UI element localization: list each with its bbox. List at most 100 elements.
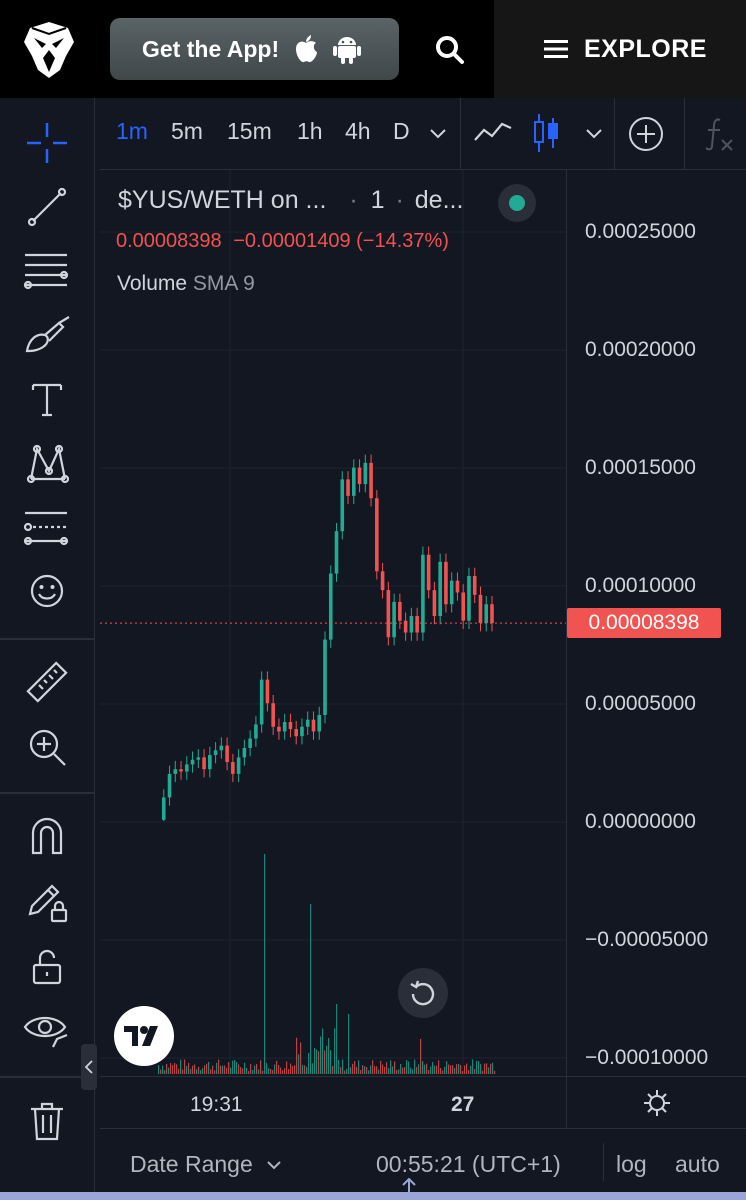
candle-body [271,703,275,727]
candlestick-icon[interactable] [532,112,560,159]
candle-body [196,757,201,760]
candle-body [386,590,391,638]
candle-body [202,757,206,770]
timeframe-d[interactable]: D [393,118,410,144]
trash-icon[interactable] [20,1094,74,1148]
price-axis[interactable]: 0.00025000 0.00020000 0.00015000 0.00010… [566,170,746,1076]
pattern-icon[interactable] [20,436,74,490]
volume-bar [306,1066,308,1074]
volume-bar [380,1060,382,1074]
tradingview-logo-icon[interactable] [114,1006,174,1066]
timeframe-bar: 1m 5m 15m 1h 4h D [100,98,746,170]
time-tick-label: 27 [451,1093,475,1116]
brush-icon[interactable] [20,308,74,362]
volume-bar [486,1063,488,1074]
volume-bar [176,1064,178,1074]
lock-drawings-icon[interactable] [20,874,74,928]
volume-bar [428,1069,430,1074]
legend-separator: · [349,186,358,214]
candle-body [225,745,229,763]
timeframe-5m[interactable]: 5m [171,118,203,144]
candle-body [242,747,247,758]
reset-chart-button[interactable] [398,968,448,1018]
candle-body [190,759,195,765]
candle-body [334,531,339,574]
chart-canvas[interactable] [100,170,566,1076]
volume-bar [172,1065,174,1074]
price-tick-label: 0.00025000 [585,220,696,243]
volume-bar [420,1039,422,1074]
magnet-icon[interactable] [20,808,74,862]
price-tick-label: 0.00000000 [585,810,696,833]
volume-bar [250,1063,252,1074]
timeframe-1h[interactable]: 1h [297,118,323,144]
volume-bar [222,1065,224,1074]
time-axis[interactable]: 19:31 27 [100,1076,566,1128]
crosshair-icon[interactable] [20,116,74,170]
trend-line-icon[interactable] [20,180,74,234]
price-tick-label: 0.00010000 [585,574,696,597]
volume-bar [398,1069,400,1074]
candle-body [398,601,402,621]
emoji-icon[interactable] [20,564,74,618]
explore-button[interactable]: EXPLORE [494,0,746,98]
top-bar: Get the App! [0,0,746,98]
forecast-icon[interactable] [20,500,74,554]
get-app-button[interactable]: Get the App! [110,18,399,80]
auto-scale-toggle[interactable]: auto [675,1151,720,1177]
volume-bar [434,1065,436,1074]
search-icon[interactable] [434,34,466,66]
volume-bar [200,1070,202,1074]
log-scale-toggle[interactable]: log [616,1151,647,1177]
text-tool-icon[interactable] [20,372,74,426]
candle-body [375,498,379,572]
timeframe-4h[interactable]: 4h [345,118,371,144]
volume-bar [248,1070,250,1074]
volume-bar [268,1068,270,1074]
zoom-in-icon[interactable] [20,720,74,774]
volume-bar [214,1070,216,1074]
market-status-dot[interactable] [498,184,536,222]
line-chart-icon[interactable] [474,118,512,153]
volume-bar [276,1060,278,1074]
price-tick-label: −0.00010000 [585,1046,709,1069]
volume-bar [262,1070,264,1074]
candle-body [167,773,172,798]
legend-change: −0.00001409 (−14.37%) [233,230,449,252]
date-range-button[interactable]: Date Range [130,1151,281,1178]
eagle-logo-icon[interactable] [22,20,76,80]
chart-settings-button[interactable] [566,1076,746,1128]
volume-bar [334,1028,336,1074]
symbol-legend[interactable]: $YUS/WETH on ... · 1 · de... [118,186,463,215]
volume-bar [376,1066,378,1074]
timezone-button[interactable]: 00:55:21 (UTC+1) [376,1151,561,1177]
timeframe-chevron-down-icon[interactable] [430,126,446,144]
add-indicator-icon[interactable] [628,116,664,157]
fib-retracement-icon[interactable] [20,244,74,298]
toolbar-divider [0,638,95,640]
bottom-status-strip [0,1192,746,1200]
volume-bar [258,1069,260,1074]
volume-bar [372,1060,374,1074]
volume-bar [342,1059,344,1074]
hide-drawings-icon[interactable] [20,1002,74,1056]
volume-bar [160,1069,162,1074]
candle-body [346,479,350,496]
ruler-icon[interactable] [20,656,74,710]
volume-bar [478,1060,480,1074]
volume-bar [206,1063,208,1074]
volume-bar [402,1067,404,1074]
unlock-icon[interactable] [20,940,74,994]
legend-last-price: 0.00008398 [116,230,222,252]
fx-indicators-icon[interactable] [702,114,736,159]
chart-type-chevron-down-icon[interactable] [586,126,602,144]
volume-bar [400,1063,402,1074]
timeframe-15m[interactable]: 15m [227,118,272,144]
scroll-up-arrow-icon[interactable] [402,1177,416,1199]
chart-pane[interactable]: $YUS/WETH on ... · 1 · de... 0.00008398 … [100,170,566,1076]
collapse-toolbar-button[interactable] [81,1044,97,1090]
timeframe-1m[interactable]: 1m [116,118,148,144]
volume-bar [466,1063,468,1074]
volume-legend[interactable]: Volume SMA 9 [117,272,255,296]
